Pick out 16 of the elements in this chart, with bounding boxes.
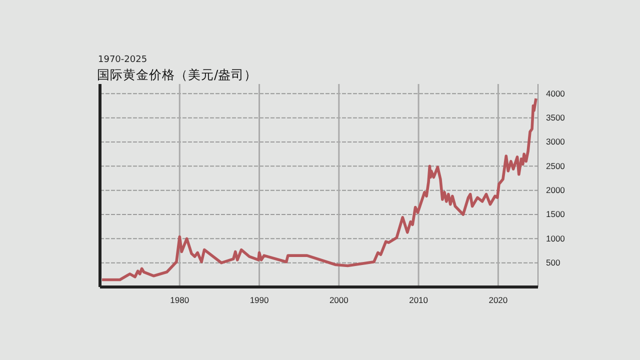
y-tick-label: 500: [546, 258, 560, 268]
x-tick-label: 1990: [250, 295, 269, 306]
y-tick-label: 1000: [546, 233, 566, 244]
y-tick-label: 3500: [546, 112, 566, 123]
y-tick-label: 2000: [546, 185, 566, 196]
x-tick-label: 2010: [409, 295, 428, 306]
y-tick-label: 2500: [546, 160, 566, 171]
y-tick-label: 1500: [546, 209, 566, 220]
line-series: [100, 97, 538, 282]
y-tick-label: 3000: [546, 136, 566, 147]
x-tick-label: 2020: [488, 295, 508, 306]
chart-subtitle: 1970-2025: [98, 55, 148, 65]
chart-title: 国际黄金价格（美元/盎司）: [97, 67, 258, 82]
x-tick-label: 2000: [329, 295, 349, 306]
x-tick-label: 1980: [170, 295, 190, 306]
y-tick-label: 4000: [546, 88, 566, 98]
